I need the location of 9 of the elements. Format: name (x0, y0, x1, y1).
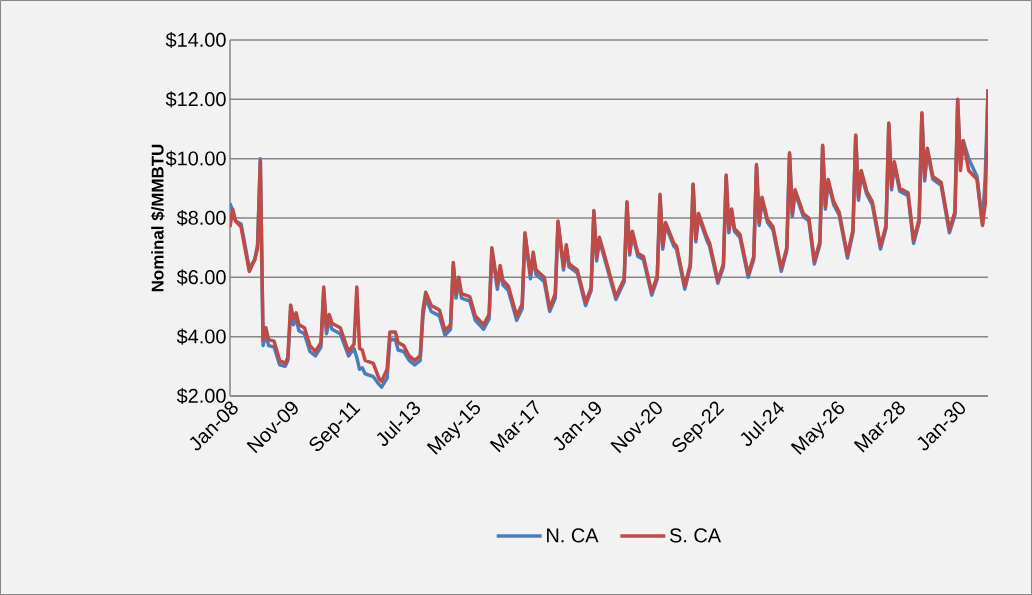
y-tick-label: $12.00 (165, 91, 226, 108)
y-tick-label: $14.00 (165, 31, 226, 49)
y-axis-title: Nominal $/MMBTU (150, 144, 165, 292)
y-tick-label: $4.00 (176, 328, 226, 345)
y-tick-label: $10.00 (165, 150, 226, 167)
y-tick-label: $6.00 (176, 269, 226, 286)
y-tick-label: $8.00 (176, 209, 226, 227)
legend-label: S. CA (669, 528, 722, 543)
legend-label: N. CA (547, 528, 599, 543)
